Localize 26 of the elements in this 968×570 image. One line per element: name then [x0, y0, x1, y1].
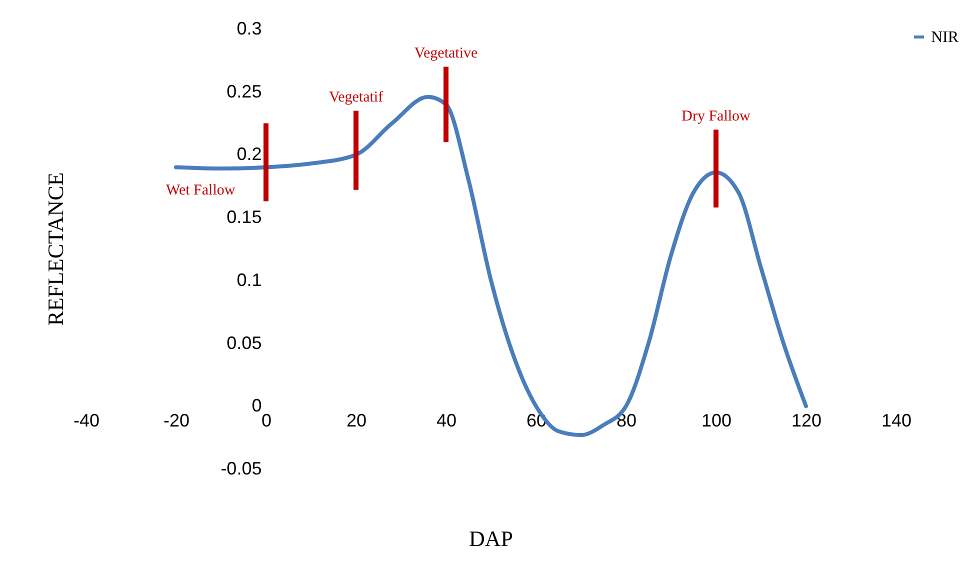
y-tick-label: 0.25 — [226, 81, 262, 102]
y-tick-label: 0.2 — [236, 144, 262, 164]
y-tick-label: 0.3 — [236, 18, 262, 38]
annotation: Wet Fallow — [166, 182, 236, 198]
x-tick-label: 120 — [791, 410, 822, 431]
y-tick-label: 0 — [252, 396, 262, 416]
y-tick-label: 0.05 — [226, 332, 262, 353]
x-tick-label: 140 — [881, 410, 912, 431]
y-axis-title: REFLECTANCE — [43, 172, 68, 326]
annotation: Dry Fallow — [682, 108, 751, 125]
bar — [354, 110, 358, 190]
bar — [714, 130, 718, 208]
annotation: Vegetatif — [328, 90, 384, 106]
bar — [444, 66, 448, 142]
legend-label: NIR — [931, 29, 959, 46]
annotation: Vegetative — [414, 46, 478, 62]
y-tick-label: 0.15 — [226, 207, 262, 228]
bar — [264, 123, 268, 202]
x-tick-label: 40 — [436, 410, 457, 431]
x-tick-label: 100 — [701, 410, 732, 431]
y-tick-label: -0.05 — [220, 458, 262, 478]
x-tick-label: -40 — [73, 410, 100, 431]
x-tick-label: 20 — [346, 410, 367, 431]
x-axis-title: DAP — [468, 526, 514, 551]
x-tick-label: -20 — [163, 410, 190, 431]
y-tick-label: 0.1 — [236, 270, 262, 290]
